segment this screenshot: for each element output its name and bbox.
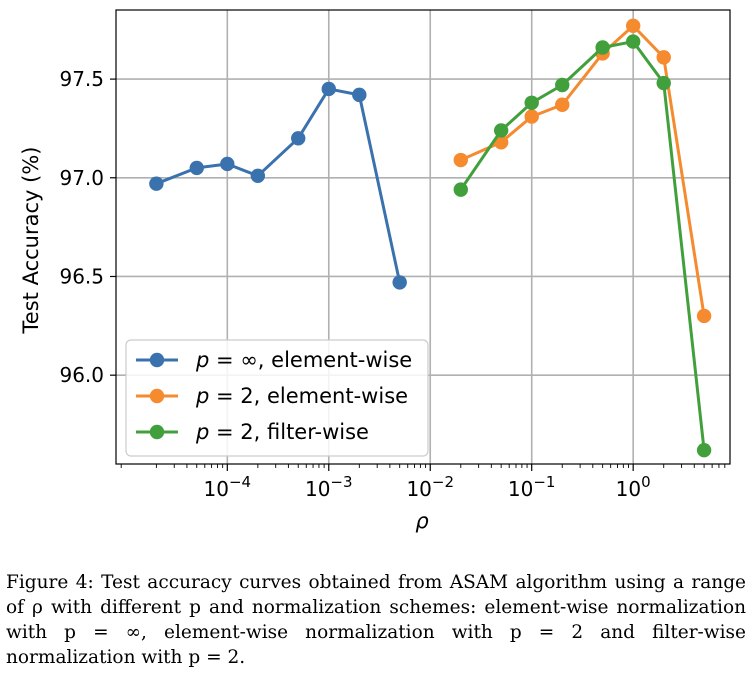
data-point [524, 109, 539, 124]
data-point [696, 308, 712, 324]
x-tick-label: 100 [616, 473, 651, 501]
data-point [321, 81, 336, 97]
y-tick-label: 96.0 [59, 363, 104, 387]
x-tick-label: 10−4 [204, 473, 252, 501]
data-point [189, 160, 204, 176]
data-point [625, 18, 641, 33]
x-tick-label: 10−1 [508, 473, 556, 501]
data-point [149, 176, 164, 191]
legend-marker [149, 388, 165, 404]
data-point [392, 275, 407, 290]
y-axis-label: Test Accuracy (%) [19, 147, 43, 335]
legend-marker [149, 352, 165, 368]
data-point [656, 75, 671, 91]
data-point [250, 168, 266, 184]
legend-label: p = 2, filter-wise [195, 420, 369, 444]
data-point [595, 40, 610, 55]
data-point [493, 135, 509, 150]
legend-box [125, 339, 429, 457]
data-point [352, 87, 367, 103]
legend-marker [149, 424, 165, 440]
y-tick-label: 97.0 [59, 166, 104, 190]
series-line-2 [460, 24, 706, 317]
legend-label: p = ∞, element-wise [195, 348, 412, 372]
legend-label: p = 2, element-wise [195, 384, 408, 408]
series-line-3 [459, 40, 706, 451]
data-point [696, 442, 712, 458]
data-point [555, 77, 570, 93]
data-point [220, 156, 235, 172]
series-line-1 [155, 87, 402, 283]
figure-caption: Figure 4: Test accuracy curves obtained … [6, 572, 746, 668]
data-point [453, 182, 468, 197]
x-tick-label: 10−3 [305, 473, 353, 501]
x-tick-label: 10−2 [406, 473, 454, 501]
plot-frame [115, 9, 731, 465]
data-point [453, 152, 468, 168]
data-point [524, 95, 539, 110]
x-axis-label: ρ [415, 509, 429, 533]
data-point [656, 50, 671, 65]
accuracy-line-chart: 96.0 96.5 97.0 97.5 10−4 10−3 10−2 10−1 100 Test… [19, 9, 731, 533]
axis-ticks: 96.0 96.5 97.0 97.5 10−4 10−3 10−2 10−1 100 [59, 67, 726, 501]
data-point [625, 34, 641, 49]
data-point [291, 131, 306, 146]
data-point [555, 97, 570, 112]
series-layer [149, 18, 712, 458]
y-tick-label: 96.5 [59, 264, 104, 288]
y-tick-label: 97.5 [59, 67, 104, 91]
data-point [493, 123, 509, 138]
legend: p = ∞, element-wise p = 2, element-wise p … [125, 339, 429, 457]
